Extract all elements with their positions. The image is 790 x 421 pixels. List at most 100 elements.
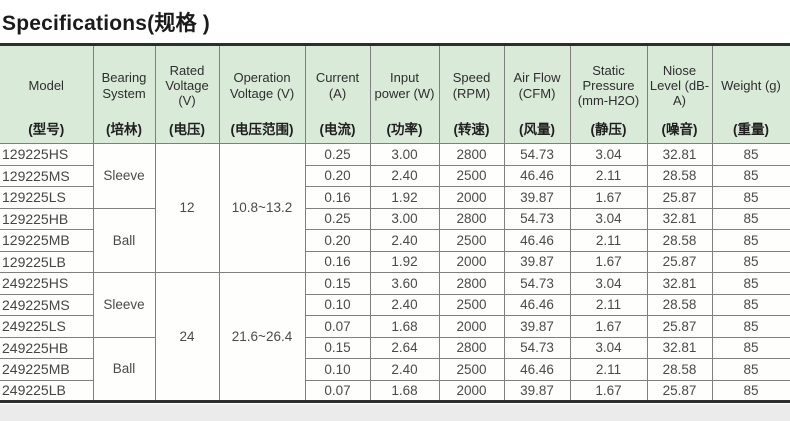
noise-cell: 32.81 <box>646 272 713 295</box>
current-cell: 0.07 <box>304 379 371 402</box>
current-cell: 0.15 <box>304 336 371 359</box>
airflow-cell: 39.87 <box>503 315 571 338</box>
weight-cell: 85 <box>711 164 790 187</box>
col-header-current: Current (A) (电流) <box>304 44 371 144</box>
airflow-cell: 39.87 <box>503 186 571 209</box>
weight-cell: 85 <box>711 315 790 338</box>
current-cell: 0.15 <box>304 272 371 295</box>
col-header-weight: Weight (g) (重量) <box>711 44 790 144</box>
power-cell: 2.40 <box>369 358 440 381</box>
bearing-cell: Sleeve <box>92 272 156 338</box>
weight-cell: 85 <box>711 379 790 402</box>
model-cell: 249225LB <box>0 379 94 402</box>
page-title: Specifications(规格 ) <box>2 12 210 35</box>
operation-voltage-cell: 21.6~26.4 <box>218 272 306 402</box>
weight-cell: 85 <box>711 250 790 273</box>
speed-cell: 2500 <box>438 358 505 381</box>
current-cell: 0.25 <box>304 143 371 166</box>
col-header-weight-cn: (重量) <box>733 121 769 137</box>
table-row: 249225LS 0.07 1.68 2000 39.87 1.67 25.87… <box>0 315 790 338</box>
col-header-bearing-en: Bearing System <box>101 70 147 101</box>
airflow-cell: 54.73 <box>503 207 571 230</box>
col-header-speed-en: Speed (RPM) <box>452 70 491 101</box>
airflow-cell: 54.73 <box>503 272 571 295</box>
col-header-model-en: Model <box>28 78 64 94</box>
current-cell: 0.20 <box>304 164 371 187</box>
header-row: Model (型号) Bearing System (培林) Rated Volta… <box>0 44 790 144</box>
col-header-current-en: Current (A) <box>315 70 360 101</box>
current-cell: 0.07 <box>304 315 371 338</box>
current-cell: 0.16 <box>304 186 371 209</box>
col-header-noise-level: Niose Level (dB-A) (噪音) <box>646 44 713 144</box>
pressure-cell: 2.11 <box>569 164 648 187</box>
model-cell: 249225MS <box>0 293 94 316</box>
col-header-model: Model (型号) <box>0 44 94 144</box>
table-row: 129225MB 0.20 2.40 2500 46.46 2.11 28.58… <box>0 229 790 252</box>
model-cell: 249225HS <box>0 272 94 295</box>
bearing-cell: Ball <box>92 207 156 273</box>
noise-cell: 28.58 <box>646 164 713 187</box>
power-cell: 1.92 <box>369 250 440 273</box>
current-cell: 0.16 <box>304 250 371 273</box>
noise-cell: 32.81 <box>646 143 713 166</box>
specifications-table: Model (型号) Bearing System (培林) Rated Volta… <box>0 43 790 403</box>
noise-cell: 25.87 <box>646 379 713 402</box>
power-cell: 3.00 <box>369 143 440 166</box>
col-header-speed-cn: (转速) <box>453 121 490 137</box>
col-header-static-pressure-cn: (静压) <box>590 121 627 137</box>
model-cell: 129225LS <box>0 186 94 209</box>
col-header-operation-voltage-cn: (电压范围) <box>230 121 294 137</box>
col-header-air-flow-en: Air Flow (CFM) <box>513 70 561 101</box>
speed-cell: 2800 <box>438 336 505 359</box>
col-header-weight-en: Weight (g) <box>721 78 781 94</box>
weight-cell: 85 <box>711 293 790 316</box>
power-cell: 1.68 <box>369 379 440 402</box>
table-row: 129225MS 0.20 2.40 2500 46.46 2.11 28.58… <box>0 164 790 187</box>
bearing-cell: Sleeve <box>92 143 156 209</box>
power-cell: 2.40 <box>369 164 440 187</box>
airflow-cell: 46.46 <box>503 164 571 187</box>
noise-cell: 32.81 <box>646 336 713 359</box>
col-header-rated-voltage-en: Rated Voltage (V) <box>165 62 209 109</box>
noise-cell: 25.87 <box>646 315 713 338</box>
col-header-noise-level-en: Niose Level (dB-A) <box>649 62 710 109</box>
pressure-cell: 2.11 <box>569 358 648 381</box>
pressure-cell: 3.04 <box>569 336 648 359</box>
power-cell: 1.68 <box>369 315 440 338</box>
noise-cell: 32.81 <box>646 207 713 230</box>
col-header-air-flow: Air Flow (CFM) (风量) <box>503 44 571 144</box>
col-header-bearing: Bearing System (培林) <box>92 44 156 144</box>
power-cell: 3.60 <box>369 272 440 295</box>
col-header-bearing-cn: (培林) <box>106 121 142 137</box>
col-header-input-power: Input power (W) (功率) <box>369 44 440 144</box>
current-cell: 0.20 <box>304 229 371 252</box>
col-header-air-flow-cn: (风量) <box>519 121 555 137</box>
airflow-cell: 54.73 <box>503 143 571 166</box>
col-header-current-cn: (电流) <box>319 121 356 137</box>
weight-cell: 85 <box>711 143 790 166</box>
table-row: 129225LS 0.16 1.92 2000 39.87 1.67 25.87… <box>0 186 790 209</box>
col-header-static-pressure: Static Pressure (mm-H2O) (静压) <box>569 44 648 144</box>
rated-voltage-cell: 12 <box>154 143 220 273</box>
model-cell: 249225LS <box>0 315 94 338</box>
pressure-cell: 3.04 <box>569 207 648 230</box>
current-cell: 0.25 <box>304 207 371 230</box>
table-row: 249225LB 0.07 1.68 2000 39.87 1.67 25.87… <box>0 379 790 402</box>
power-cell: 2.40 <box>369 229 440 252</box>
pressure-cell: 1.67 <box>569 379 648 402</box>
noise-cell: 28.58 <box>646 293 713 316</box>
speed-cell: 2500 <box>438 164 505 187</box>
pressure-cell: 1.67 <box>569 186 648 209</box>
operation-voltage-cell: 10.8~13.2 <box>218 143 306 273</box>
pressure-cell: 3.04 <box>569 143 648 166</box>
bottom-strip <box>0 404 790 421</box>
speed-cell: 2800 <box>438 143 505 166</box>
bearing-cell: Ball <box>92 336 156 402</box>
speed-cell: 2000 <box>438 315 505 338</box>
weight-cell: 85 <box>711 229 790 252</box>
speed-cell: 2800 <box>438 207 505 230</box>
model-cell: 249225MB <box>0 358 94 381</box>
airflow-cell: 39.87 <box>503 379 571 402</box>
col-header-input-power-en: Input power (W) <box>374 70 435 101</box>
